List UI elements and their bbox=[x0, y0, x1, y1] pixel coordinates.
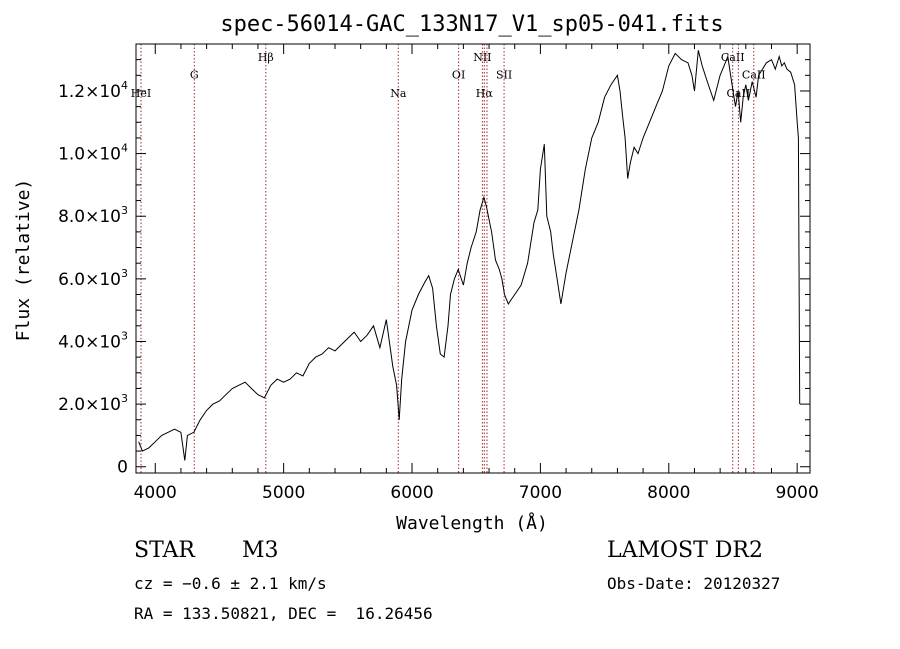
x-tick-label-5: 9000 bbox=[776, 483, 819, 503]
x-tick-label-1: 5000 bbox=[262, 483, 305, 503]
plot-frame bbox=[135, 43, 811, 474]
axis-ticks: 4000 5000 6000 7000 8000 9000 0 2.0×103 4.0×103 6… bbox=[58, 43, 819, 503]
x-tick-label-0: 4000 bbox=[134, 483, 177, 503]
y-tick-label-4: 8.0×103 bbox=[58, 204, 128, 227]
x-tick-label-3: 7000 bbox=[519, 483, 562, 503]
x-tick-label-4: 8000 bbox=[647, 483, 690, 503]
chart-title: spec-56014-GAC_133N17_V1_sp05-041.fits bbox=[220, 12, 723, 37]
line-label-3: Na bbox=[390, 87, 407, 100]
line-label-4: OI bbox=[452, 68, 465, 81]
y-tick-label-1: 2.0×103 bbox=[58, 392, 128, 415]
y-tick-label-6: 1.2×104 bbox=[58, 79, 128, 102]
spectral-subclass: M3 bbox=[242, 538, 279, 563]
y-axis-title: Flux (relative) bbox=[13, 179, 34, 342]
x-axis-title: Wavelength (Å) bbox=[396, 512, 548, 534]
x-tick-label-2: 6000 bbox=[390, 483, 433, 503]
line-label-1: G bbox=[190, 68, 199, 81]
spectrum-series-line bbox=[138, 50, 801, 461]
redshift-cz: cz = −0.6 ± 2.1 km/s bbox=[134, 574, 327, 593]
line-label-5: NII bbox=[473, 51, 491, 64]
survey-label: LAMOST DR2 bbox=[607, 538, 763, 563]
line-label-2: Hβ bbox=[258, 51, 274, 64]
line-label-9: CaII bbox=[721, 51, 745, 64]
y-tick-label-3: 6.0×103 bbox=[58, 267, 128, 290]
y-tick-label-2: 4.0×103 bbox=[58, 329, 128, 352]
y-tick-label-5: 1.0×104 bbox=[58, 142, 128, 165]
object-type: STAR bbox=[134, 538, 195, 563]
y-tick-label-0: 0 bbox=[117, 458, 128, 478]
line-label-6: Hα bbox=[476, 87, 494, 100]
coordinates: RA = 133.50821, DEC = 16.26456 bbox=[134, 604, 433, 623]
line-label-8: SII bbox=[496, 68, 512, 81]
line-label-11: CaII bbox=[742, 68, 766, 81]
line-label-0: HeI bbox=[131, 87, 151, 100]
obs-date: Obs-Date: 20120327 bbox=[607, 574, 781, 593]
